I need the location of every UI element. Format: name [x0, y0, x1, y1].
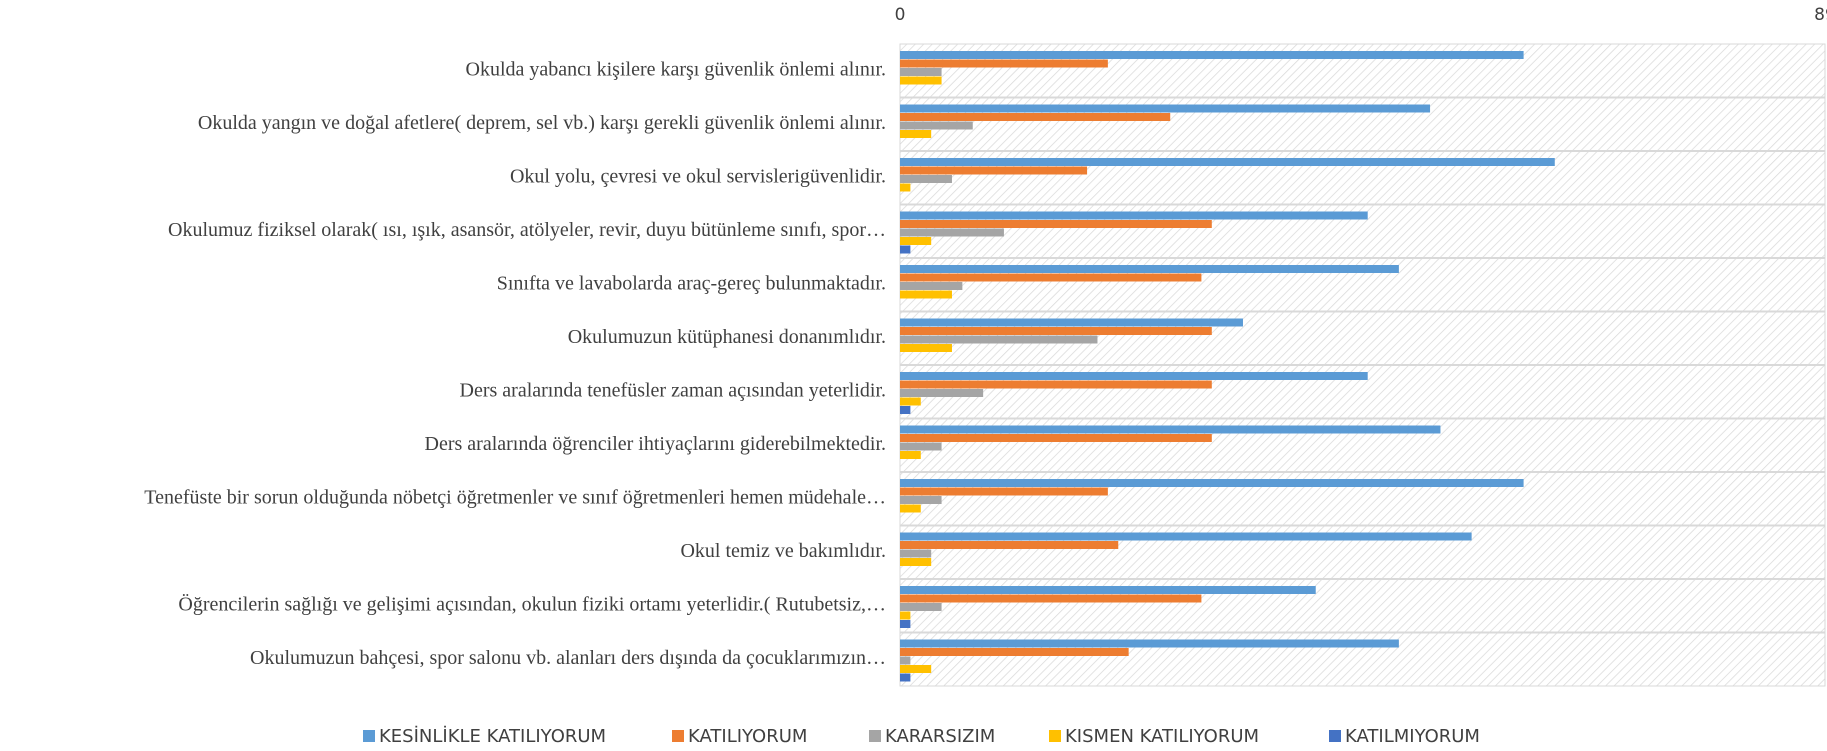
- bar: [900, 113, 1171, 121]
- bar: [900, 611, 911, 620]
- bar: [900, 479, 1524, 487]
- category-label: Okulda yabancı kişilere karşı güvenlik ö…: [466, 58, 886, 80]
- bar: [900, 335, 1098, 344]
- bar: [900, 68, 942, 76]
- legend-swatch: [869, 730, 881, 742]
- bar: [900, 290, 952, 299]
- bar: [900, 549, 932, 558]
- bar: [900, 389, 984, 397]
- bar: [900, 273, 1202, 282]
- bar: [900, 603, 942, 611]
- category-label: Tenefüste bir sorun olduğunda nöbetçi öğ…: [144, 486, 886, 508]
- bar: [900, 220, 1212, 228]
- bar: [900, 211, 1368, 220]
- category-label: Sınıfta ve lavabolarda araç-gereç bulunm…: [497, 272, 886, 294]
- x-tick-label: 89: [1814, 5, 1827, 25]
- bar: [900, 442, 942, 451]
- bar: [900, 406, 911, 414]
- bar: [900, 265, 1399, 273]
- legend-label: KESİNLİKLE KATILIYORUM: [379, 726, 606, 747]
- bar: [900, 245, 911, 254]
- bar: [900, 237, 932, 245]
- x-tick-label: 0: [895, 5, 906, 25]
- bar: [900, 130, 932, 138]
- bar: [900, 532, 1472, 541]
- category-label: Okulumuz fiziksel olarak( ısı, ışık, asa…: [168, 219, 886, 241]
- legend-swatch: [1329, 730, 1341, 742]
- bar: [900, 183, 911, 192]
- category-label: Okulda yangın ve doğal afetlere( deprem,…: [198, 112, 886, 134]
- bar: [900, 673, 911, 682]
- legend-label: KATILMIYORUM: [1345, 726, 1480, 747]
- legend-swatch: [672, 730, 684, 742]
- bar: [900, 586, 1316, 594]
- bar: [900, 541, 1119, 549]
- bar: [900, 318, 1243, 327]
- bar: [900, 434, 1212, 442]
- legend-label: KISMEN KATILIYORUM: [1065, 726, 1259, 747]
- bar: [900, 104, 1431, 113]
- bar: [900, 397, 921, 406]
- bar: [900, 425, 1441, 434]
- bar: [900, 665, 932, 673]
- bar: [900, 594, 1202, 603]
- bar: [900, 504, 921, 513]
- bar: [900, 451, 921, 459]
- bar: [900, 327, 1212, 335]
- bar: [900, 282, 963, 290]
- bar: [900, 558, 932, 566]
- bar: [900, 496, 942, 504]
- bar: [900, 344, 952, 352]
- category-label: Okulumuzun bahçesi, spor salonu vb. alan…: [250, 647, 886, 669]
- bar: [900, 59, 1108, 68]
- category-label: Öğrencilerin sağlığı ve gelişimi açısınd…: [178, 592, 886, 615]
- bar: [900, 228, 1004, 237]
- bar: [900, 121, 973, 130]
- category-label: Okul temiz ve bakımlıdır.: [680, 540, 886, 562]
- bar: [900, 639, 1399, 648]
- bar: [900, 380, 1212, 389]
- category-label: Okulumuzun kütüphanesi donanımlıdır.: [568, 326, 886, 348]
- bar: [900, 158, 1555, 166]
- bar: [900, 620, 911, 628]
- category-label: Okul yolu, çevresi ve okul servislerigüv…: [510, 165, 886, 187]
- bar: [900, 76, 942, 85]
- bar: [900, 656, 911, 665]
- legend-label: KATILIYORUM: [688, 726, 807, 747]
- bar: [900, 175, 952, 183]
- bar: [900, 372, 1368, 380]
- bar: [900, 648, 1129, 656]
- bar: [900, 166, 1088, 175]
- bar: [900, 51, 1524, 59]
- legend-label: KARARSIZIM: [885, 726, 995, 747]
- category-label: Ders aralarında öğrenciler ihtiyaçlarını…: [425, 433, 886, 455]
- legend-swatch: [1049, 730, 1061, 742]
- bar: [900, 487, 1108, 496]
- legend-swatch: [363, 730, 375, 742]
- category-label: Ders aralarında tenefüsler zaman açısınd…: [460, 379, 886, 401]
